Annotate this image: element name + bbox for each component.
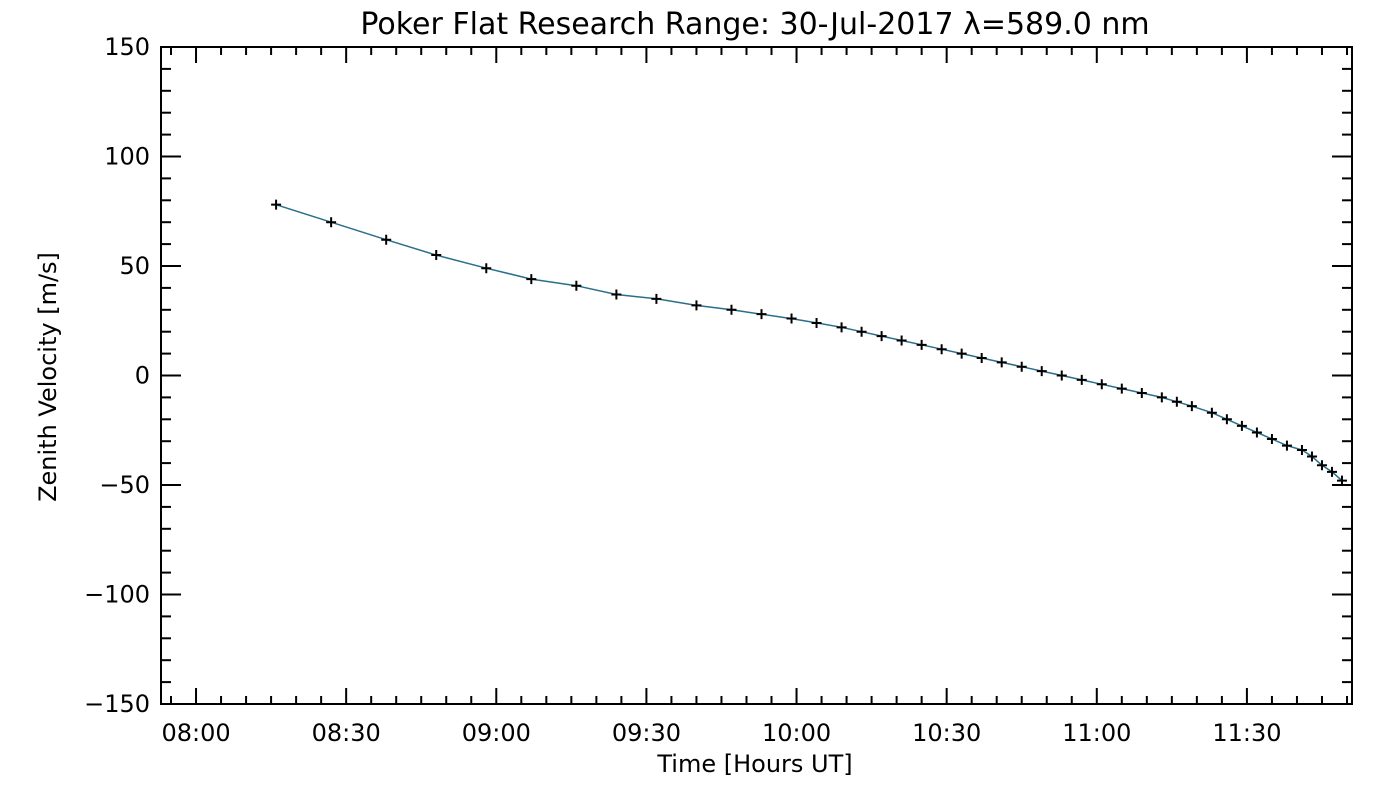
data-point: [326, 217, 337, 228]
x-tick-label: 09:00: [462, 719, 531, 747]
chart-title: Poker Flat Research Range: 30-Jul-2017 λ…: [360, 7, 1149, 42]
data-point: [896, 335, 907, 346]
x-tick-labels: 08:00 08:30 09:00 09:30 10:00 10:30 11:00 11:30: [161, 719, 1281, 747]
data-point: [1096, 379, 1107, 390]
series-line: [275, 203, 1343, 482]
x-tick-label: 09:30: [612, 719, 681, 747]
data-point: [936, 344, 947, 355]
data-point: [691, 300, 702, 311]
data-point: [756, 309, 767, 320]
data-point: [1316, 460, 1327, 471]
data-point: [1336, 475, 1347, 486]
y-axis-title: Zenith Velocity [m/s]: [34, 252, 62, 502]
data-point: [1186, 401, 1197, 412]
data-point: [876, 331, 887, 342]
y-tick-label: 150: [104, 33, 150, 61]
axis-ticks: [161, 46, 1352, 705]
data-point: [1136, 388, 1147, 399]
y-tick-label: 50: [119, 252, 150, 280]
data-point: [481, 263, 492, 274]
data-point: [1236, 420, 1247, 431]
data-point: [811, 317, 822, 328]
data-point: [976, 352, 987, 363]
data-point: [611, 289, 622, 300]
x-tick-label: 11:00: [1062, 719, 1131, 747]
data-point: [1206, 407, 1217, 418]
y-tick-label: −150: [84, 690, 150, 718]
data-point: [1171, 396, 1182, 407]
y-tick-labels: 150 100 50 0 −50 −100 −150: [84, 33, 150, 718]
data-point: [1016, 361, 1027, 372]
data-point: [1221, 414, 1232, 425]
data-point: [526, 274, 537, 285]
x-tick-label: 08:00: [161, 719, 230, 747]
data-point: [996, 357, 1007, 368]
data-point: [651, 293, 662, 304]
data-point: [726, 304, 737, 315]
x-axis-title: Time [Hours UT]: [656, 750, 852, 778]
data-point: [836, 322, 847, 333]
data-point: [431, 250, 442, 261]
data-point: [956, 348, 967, 359]
data-point: [381, 234, 392, 245]
data-point: [1281, 440, 1292, 451]
data-point: [1076, 374, 1087, 385]
data-point: [1326, 466, 1337, 477]
plot-frame: [160, 46, 1353, 705]
data-point: [571, 280, 582, 291]
x-tick-label: 11:30: [1212, 719, 1281, 747]
data-point: [1156, 392, 1167, 403]
data-point: [1306, 451, 1317, 462]
data-point: [1266, 434, 1277, 445]
x-tick-label: 10:30: [912, 719, 981, 747]
x-tick-label: 08:30: [312, 719, 381, 747]
data-point: [271, 199, 282, 210]
data-point: [1036, 366, 1047, 377]
data-point: [786, 313, 797, 324]
y-tick-label: −50: [99, 471, 150, 499]
data-point: [1056, 370, 1067, 381]
y-tick-label: 0: [135, 362, 150, 390]
series-markers: [271, 199, 1347, 486]
data-point: [1296, 444, 1307, 455]
data-point: [1116, 383, 1127, 394]
data-point: [1251, 427, 1262, 438]
data-point: [856, 326, 867, 337]
y-tick-label: 100: [104, 143, 150, 171]
x-tick-label: 10:00: [762, 719, 831, 747]
data-point: [916, 339, 927, 350]
y-tick-label: −100: [84, 581, 150, 609]
